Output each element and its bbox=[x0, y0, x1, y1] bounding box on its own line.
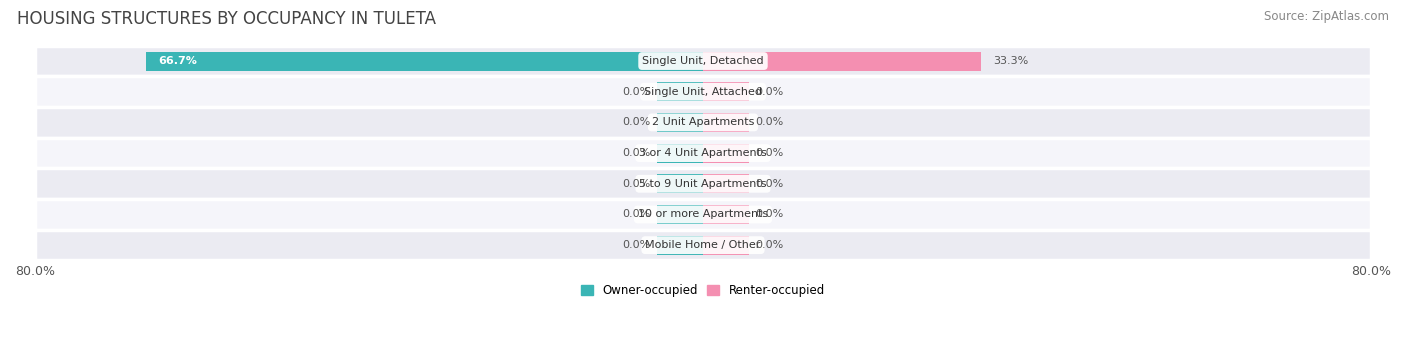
Text: 0.0%: 0.0% bbox=[621, 148, 651, 158]
Text: 2 Unit Apartments: 2 Unit Apartments bbox=[652, 117, 754, 128]
Text: 0.0%: 0.0% bbox=[755, 240, 785, 250]
Bar bbox=[35, 199, 1371, 230]
Text: Source: ZipAtlas.com: Source: ZipAtlas.com bbox=[1264, 10, 1389, 23]
Bar bbox=[703, 144, 749, 163]
Bar bbox=[703, 113, 749, 132]
Legend: Owner-occupied, Renter-occupied: Owner-occupied, Renter-occupied bbox=[576, 279, 830, 302]
Bar bbox=[703, 51, 981, 71]
Bar bbox=[35, 168, 1371, 199]
Text: 0.0%: 0.0% bbox=[755, 87, 785, 97]
Text: Single Unit, Detached: Single Unit, Detached bbox=[643, 56, 763, 66]
Text: 0.0%: 0.0% bbox=[621, 209, 651, 220]
Text: 0.0%: 0.0% bbox=[755, 179, 785, 189]
Bar bbox=[657, 236, 703, 255]
Bar bbox=[146, 51, 703, 71]
Bar bbox=[703, 174, 749, 193]
Text: HOUSING STRUCTURES BY OCCUPANCY IN TULETA: HOUSING STRUCTURES BY OCCUPANCY IN TULET… bbox=[17, 10, 436, 28]
Text: 3 or 4 Unit Apartments: 3 or 4 Unit Apartments bbox=[640, 148, 766, 158]
Bar bbox=[657, 205, 703, 224]
Bar bbox=[35, 46, 1371, 76]
Text: 0.0%: 0.0% bbox=[755, 117, 785, 128]
Bar bbox=[657, 174, 703, 193]
Text: 33.3%: 33.3% bbox=[994, 56, 1029, 66]
Text: Mobile Home / Other: Mobile Home / Other bbox=[645, 240, 761, 250]
Text: 10 or more Apartments: 10 or more Apartments bbox=[638, 209, 768, 220]
Bar bbox=[35, 107, 1371, 138]
Text: 0.0%: 0.0% bbox=[621, 240, 651, 250]
Bar bbox=[657, 144, 703, 163]
Text: Single Unit, Attached: Single Unit, Attached bbox=[644, 87, 762, 97]
Bar bbox=[703, 205, 749, 224]
Text: 0.0%: 0.0% bbox=[621, 179, 651, 189]
Text: 0.0%: 0.0% bbox=[621, 117, 651, 128]
Text: 0.0%: 0.0% bbox=[755, 209, 785, 220]
Text: 5 to 9 Unit Apartments: 5 to 9 Unit Apartments bbox=[640, 179, 766, 189]
Bar bbox=[35, 230, 1371, 261]
Bar bbox=[703, 236, 749, 255]
Bar bbox=[657, 113, 703, 132]
Bar bbox=[35, 76, 1371, 107]
Bar bbox=[35, 138, 1371, 168]
Text: 66.7%: 66.7% bbox=[159, 56, 197, 66]
Bar bbox=[657, 82, 703, 101]
Text: 0.0%: 0.0% bbox=[621, 87, 651, 97]
Text: 0.0%: 0.0% bbox=[755, 148, 785, 158]
Bar bbox=[703, 82, 749, 101]
